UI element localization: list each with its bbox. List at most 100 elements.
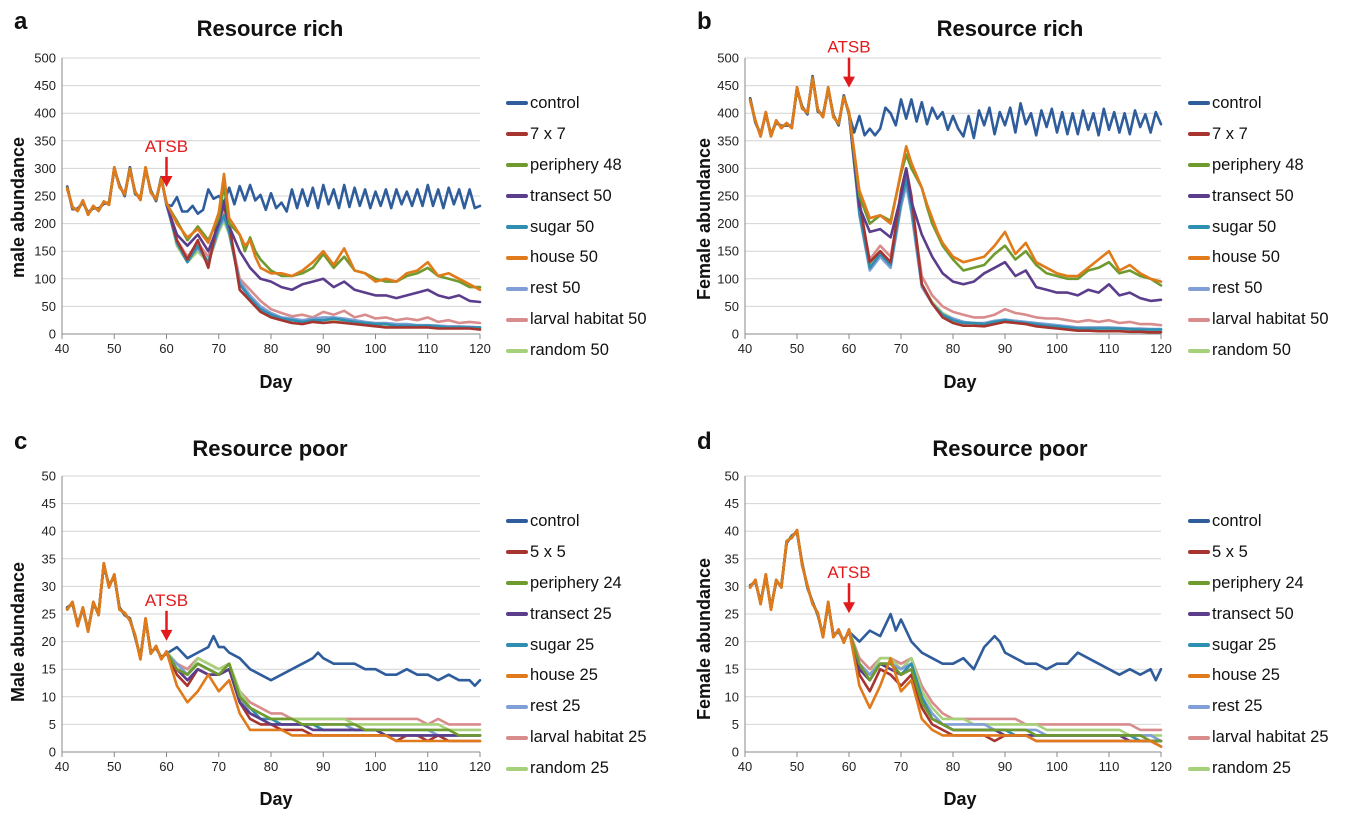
legend-label: larval habitat 25 — [530, 728, 647, 747]
legend-label: sugar 25 — [530, 635, 595, 654]
x-tick-label: 60 — [842, 759, 856, 774]
x-axis-label: Day — [943, 789, 977, 809]
atsb-arrow-head — [160, 175, 173, 187]
legend-item: control — [506, 506, 647, 537]
y-tick-label: 350 — [717, 133, 739, 148]
legend-item: periphery 48 — [506, 150, 647, 181]
series-line-sugar — [65, 563, 482, 737]
y-tick-label: 35 — [725, 551, 739, 566]
legend-label: transect 50 — [530, 186, 612, 205]
legend-item: house 25 — [506, 660, 647, 691]
legend-label: periphery 24 — [1212, 573, 1304, 592]
legend-label: periphery 48 — [1212, 155, 1304, 174]
atsb-label: ATSB — [145, 591, 188, 610]
legend-swatch — [506, 581, 528, 586]
legend-item: house 25 — [1188, 660, 1329, 691]
legend-label: 5 x 5 — [1212, 542, 1248, 561]
legend-swatch — [1188, 286, 1210, 291]
panel-letter: c — [14, 428, 28, 455]
legend-label: larval habitat 50 — [530, 310, 647, 329]
legend-item: random 25 — [1188, 753, 1329, 784]
x-tick-label: 50 — [790, 341, 804, 356]
series-line-larval — [65, 563, 482, 726]
x-tick-label: 40 — [55, 341, 69, 356]
x-tick-label: 80 — [264, 759, 278, 774]
y-tick-label: 500 — [717, 51, 739, 66]
legend-swatch — [1188, 673, 1210, 678]
legend-swatch — [506, 225, 528, 229]
legend-item: random 50 — [506, 335, 647, 366]
x-tick-label: 90 — [316, 759, 330, 774]
x-tick-label: 50 — [107, 759, 121, 774]
legend-item: periphery 48 — [1188, 150, 1329, 181]
y-tick-label: 20 — [42, 634, 56, 649]
atsb-arrow-head — [843, 76, 855, 88]
legend-item: larval habitat 50 — [1188, 304, 1329, 335]
y-tick-label: 100 — [717, 271, 739, 286]
x-tick-label: 100 — [365, 341, 387, 356]
legend-swatch — [506, 612, 528, 617]
legend-item: house 50 — [506, 242, 647, 273]
series-line-random — [748, 528, 1163, 737]
x-tick-label: 50 — [790, 759, 804, 774]
legend-label: transect 25 — [530, 604, 612, 623]
y-tick-label: 45 — [42, 496, 56, 511]
x-tick-label: 70 — [212, 759, 226, 774]
chart-title: Resource poor — [932, 436, 1088, 461]
series-line-cross — [748, 77, 1163, 334]
y-tick-label: 40 — [725, 524, 739, 539]
y-tick-label: 250 — [34, 189, 56, 204]
y-tick-label: 10 — [725, 689, 739, 704]
legend-swatch — [1188, 194, 1210, 199]
x-axis-label: Day — [259, 789, 293, 809]
x-tick-label: 40 — [738, 759, 752, 774]
x-tick-label: 40 — [738, 341, 752, 356]
legend-item: larval habitat 25 — [506, 722, 647, 753]
legend-swatch — [1188, 101, 1210, 106]
y-tick-label: 45 — [725, 496, 739, 511]
legend-label: larval habitat 50 — [1212, 310, 1329, 329]
y-tick-label: 400 — [34, 106, 56, 121]
legend-label: 7 x 7 — [1212, 124, 1248, 143]
plot-area: 0 50 100 150 200 250 300 350 400 450 500 40 50 60 70 80… — [34, 51, 491, 357]
atsb-arrow-head — [160, 629, 173, 641]
y-tick-label: 5 — [732, 717, 739, 732]
x-tick-label: 90 — [316, 341, 330, 356]
legend-swatch — [506, 163, 528, 168]
legend: control 7 x 7 periphery 48 transect 50 sugar… — [506, 88, 647, 366]
y-tick-label: 350 — [34, 133, 56, 148]
chart-title: Resource rich — [196, 16, 344, 41]
legend-item: transect 25 — [506, 599, 647, 630]
x-tick-label: 110 — [1099, 341, 1120, 356]
x-tick-label: 60 — [159, 341, 173, 356]
legend-swatch — [1188, 550, 1210, 555]
panel-c: c Resource poor Male abundance Day 0 5 10 1… — [0, 420, 673, 817]
legend-label: control — [530, 511, 580, 530]
legend-label: sugar 50 — [1212, 217, 1277, 236]
legend-label: transect 50 — [1212, 186, 1294, 205]
panel-a: a Resource rich male abundance Day 0 50 10… — [0, 0, 673, 408]
legend-item: rest 50 — [506, 273, 647, 304]
series-line-transect — [65, 166, 482, 304]
legend-item: random 25 — [506, 753, 647, 784]
legend: control 5 x 5 periphery 24 transect 50 sugar… — [1188, 506, 1329, 784]
y-tick-label: 150 — [717, 244, 739, 259]
legend-label: sugar 25 — [1212, 635, 1277, 654]
x-tick-label: 50 — [107, 341, 121, 356]
legend-swatch — [1188, 348, 1210, 353]
legend-swatch — [1188, 581, 1210, 586]
y-tick-label: 0 — [732, 327, 739, 342]
panel-letter: b — [697, 8, 712, 35]
x-tick-label: 80 — [946, 341, 960, 356]
x-axis-label: Day — [259, 372, 293, 392]
legend-swatch — [1188, 163, 1210, 168]
legend-swatch — [506, 735, 528, 740]
legend-item: sugar 50 — [506, 212, 647, 243]
x-tick-label: 70 — [212, 341, 226, 356]
x-tick-label: 120 — [469, 759, 491, 774]
y-tick-label: 200 — [717, 216, 739, 231]
legend-swatch — [1188, 225, 1210, 229]
x-tick-label: 60 — [842, 341, 856, 356]
y-tick-label: 300 — [34, 161, 56, 176]
